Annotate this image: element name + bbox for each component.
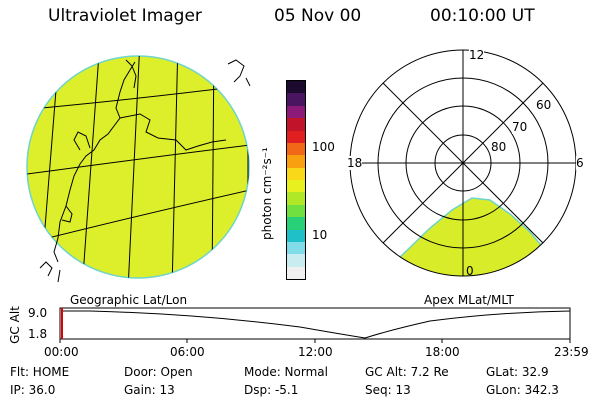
ip-info: IP: 36.0: [10, 383, 56, 397]
geo-panel-label: Geographic Lat/Lon: [70, 293, 188, 307]
colorbar: [286, 80, 306, 280]
colorbar-swatch: [287, 81, 305, 94]
mode-info: Mode: Normal: [244, 365, 328, 379]
gain-info: Gain: 13: [124, 383, 175, 397]
colorbar-swatch: [287, 118, 305, 131]
mlt-12-label: 12: [469, 48, 485, 62]
colorbar-swatch: [287, 241, 305, 255]
mlt-6-label: 6: [576, 156, 584, 170]
mlat-60-label: 60: [536, 98, 552, 112]
glat-info: GLat: 32.9: [486, 365, 549, 379]
mlt-0-label: 0: [466, 264, 474, 278]
time-tick-0: 00:00: [44, 345, 79, 359]
time-tick-4: 23:59: [554, 345, 589, 359]
colorbar-swatch: [287, 130, 305, 143]
time-label: 00:10:00 UT: [430, 6, 535, 26]
colorbar-swatch: [287, 93, 305, 106]
colorbar-swatch: [287, 217, 305, 230]
colorbar-swatch: [287, 229, 305, 242]
door-info: Door: Open: [124, 365, 193, 379]
seq-info: Seq: 13: [365, 383, 411, 397]
colorbar-swatch: [287, 180, 305, 193]
glon-info: GLon: 342.3: [486, 383, 559, 397]
flight-info: Flt: HOME: [10, 365, 70, 379]
colorbar-swatch: [287, 167, 305, 180]
colorbar-swatch: [287, 266, 305, 279]
dsp-info: Dsp: -5.1: [244, 383, 299, 397]
colorbar-tick-10: 10: [312, 228, 328, 242]
time-tick-1: 06:00: [170, 345, 205, 359]
mlat-80-label: 80: [491, 140, 507, 154]
colorbar-swatch: [287, 105, 305, 119]
gc-alt-info: GC Alt: 7.2 Re: [365, 365, 449, 379]
altitude-axis-label: GC Alt: [7, 306, 22, 344]
date-label: 05 Nov 00: [274, 6, 362, 26]
earth-disk: [26, 55, 250, 279]
polar-panel-label: Apex MLat/MLT: [424, 293, 514, 307]
altitude-curve: [62, 310, 571, 339]
coastlines: [39, 59, 245, 277]
altitude-tick-low: 1.8: [28, 327, 48, 341]
mlat-70-label: 70: [512, 120, 528, 134]
time-tick-3: 18:00: [425, 345, 460, 359]
mlt-18-label: 18: [347, 156, 363, 170]
instrument-title: Ultraviolet Imager: [48, 6, 202, 26]
colorbar-swatch: [287, 142, 305, 156]
colorbar-swatch: [287, 192, 305, 205]
colorbar-tick-100: 100: [312, 140, 335, 154]
altitude-tick-high: 9.0: [28, 306, 48, 320]
time-tick-2: 12:00: [298, 345, 333, 359]
colorbar-swatch: [287, 204, 305, 218]
colorbar-swatch: [287, 155, 305, 168]
colorbar-swatch: [287, 254, 305, 267]
